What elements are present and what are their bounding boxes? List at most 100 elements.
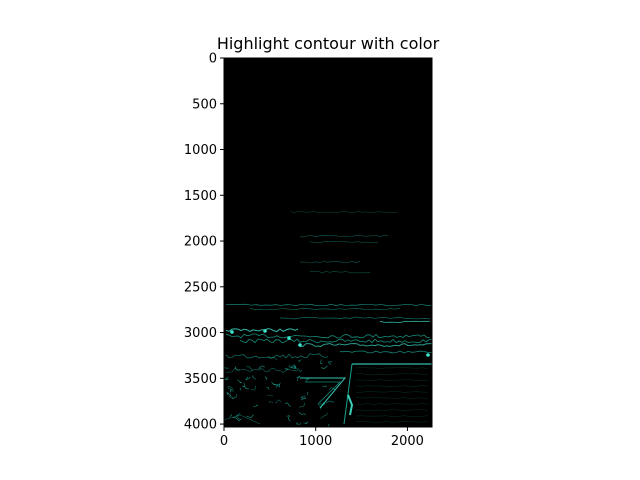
contour-segment xyxy=(229,414,233,418)
contour-segment xyxy=(227,386,234,390)
contour-segment xyxy=(284,402,291,408)
contour-point xyxy=(298,343,302,347)
contour-segment xyxy=(320,359,323,364)
x-tick-label: 2000 xyxy=(391,434,424,449)
contour-segment xyxy=(234,366,240,371)
contour-segment xyxy=(355,415,429,417)
contour-segment xyxy=(258,365,266,370)
contour-point xyxy=(426,353,430,357)
contour-segment xyxy=(327,361,333,365)
contour-segment xyxy=(339,350,433,354)
contour-segment xyxy=(304,377,310,382)
contour-segment xyxy=(223,414,261,425)
chart-title: Highlight contour with color xyxy=(217,34,440,53)
contour-segment xyxy=(226,392,232,398)
axes-frame xyxy=(223,57,433,428)
y-tick-label: 2000 xyxy=(184,235,217,250)
contour-segment xyxy=(355,397,429,399)
contour-segment xyxy=(246,366,254,371)
y-tick-label: 1500 xyxy=(184,189,217,204)
contour-segment xyxy=(355,379,429,381)
contour-segment xyxy=(229,396,234,399)
x-tick-label: 0 xyxy=(220,434,228,449)
contour-segment xyxy=(355,391,429,393)
contour-segment xyxy=(267,355,278,361)
contour-segment xyxy=(355,367,429,369)
contour-segment xyxy=(239,387,241,391)
contour-segment xyxy=(300,396,304,401)
contour-segment xyxy=(300,377,347,409)
y-axis: 0 500 1000 1500 2000 2500 3000 3500 4000 xyxy=(184,52,224,433)
contour-segment xyxy=(225,367,299,374)
contour-segment xyxy=(302,396,307,401)
y-tick-label: 1000 xyxy=(184,143,217,158)
contour-segment xyxy=(224,376,229,381)
contour-segment xyxy=(325,400,335,404)
contour-segment xyxy=(299,260,361,264)
contour-segment xyxy=(355,409,429,411)
contour-segment xyxy=(269,401,273,404)
contour-segment xyxy=(355,403,429,405)
contour-segment xyxy=(321,365,328,369)
contour-segment xyxy=(225,333,431,339)
contour-segment xyxy=(306,392,309,396)
contour-segment xyxy=(296,375,301,381)
contour-segment xyxy=(229,388,234,393)
image-background xyxy=(224,58,432,427)
x-axis: 0 1000 2000 xyxy=(220,427,424,449)
contour-segment xyxy=(239,338,433,344)
contour-segment xyxy=(225,328,299,333)
y-tick-label: 3000 xyxy=(184,326,217,341)
contour-point xyxy=(230,330,234,334)
contour-segment xyxy=(305,381,341,405)
contour-segment xyxy=(379,320,431,324)
contour-segment xyxy=(286,415,291,422)
contour-segment xyxy=(232,417,242,421)
contour-segment xyxy=(276,382,281,388)
contour-segment xyxy=(252,375,257,380)
contour-segment xyxy=(267,394,274,397)
contour-segment xyxy=(225,353,329,359)
contour-segment xyxy=(298,412,306,416)
contour-segment xyxy=(237,379,243,383)
contour-point xyxy=(287,336,291,340)
contour-segment xyxy=(279,316,431,320)
contour-segment xyxy=(355,373,429,375)
image-panel xyxy=(223,57,433,428)
contour-segment xyxy=(242,385,249,390)
contour-lines xyxy=(223,210,433,428)
y-tick-label: 0 xyxy=(209,52,217,67)
contour-segment xyxy=(303,421,309,425)
contour-segment xyxy=(309,241,379,244)
contour-segment xyxy=(236,413,241,420)
y-tick-label: 2500 xyxy=(184,280,217,295)
contour-segment xyxy=(295,422,302,425)
contour-segment xyxy=(225,303,432,307)
contour-segment xyxy=(355,421,429,423)
contour-segment xyxy=(299,343,433,347)
contour-segment xyxy=(245,376,251,381)
contour-segment xyxy=(317,403,322,410)
x-tick-label: 1000 xyxy=(299,434,332,449)
contour-segment xyxy=(272,383,278,389)
contour-segment xyxy=(300,395,305,399)
contour-segment xyxy=(252,404,259,408)
y-tick-label: 3500 xyxy=(184,372,217,387)
contour-segment xyxy=(299,402,305,408)
contour-segment xyxy=(309,270,371,274)
contour-segment xyxy=(295,367,303,373)
contour-segment xyxy=(293,365,297,369)
contour-segment xyxy=(297,359,302,363)
contour-segment xyxy=(347,394,354,416)
contour-segment xyxy=(264,376,268,381)
contour-point xyxy=(263,329,267,333)
contour-segment xyxy=(231,394,238,399)
contour-segment xyxy=(246,414,254,418)
contour-segment xyxy=(250,385,257,391)
contour-segment xyxy=(284,367,290,371)
contour-segment xyxy=(289,210,399,214)
contour-segment xyxy=(249,308,401,311)
contour-segment xyxy=(266,386,270,390)
contour-segment xyxy=(320,412,328,419)
